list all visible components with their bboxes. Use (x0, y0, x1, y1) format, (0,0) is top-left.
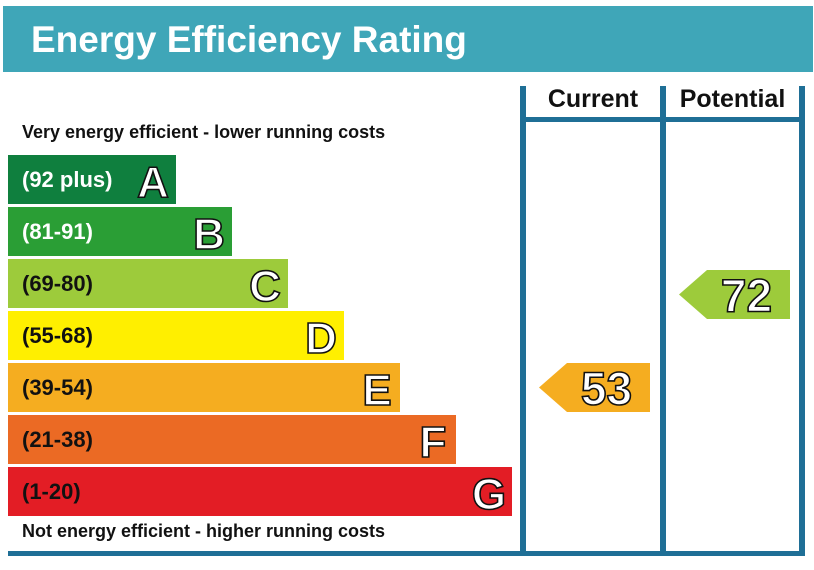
band-e-letter: E (362, 366, 391, 415)
band-a-range: (92 plus) (22, 167, 113, 192)
band-d: (55-68) D (8, 311, 344, 364)
caption-not-efficient: Not energy efficient - higher running co… (22, 521, 386, 541)
frame-bottom-line (8, 551, 805, 556)
band-f-letter: F (420, 418, 447, 467)
band-a: (92 plus) A (8, 155, 176, 208)
page-title: Energy Efficiency Rating (31, 19, 467, 60)
frame-line-left (520, 86, 526, 556)
band-g: (1-20) G (8, 467, 512, 520)
band-c-letter: C (249, 262, 281, 311)
band-d-letter: D (305, 314, 337, 363)
band-b-letter: B (193, 210, 225, 259)
frame-header-line (520, 117, 805, 122)
band-b: (81-91) B (8, 207, 232, 260)
band-c-range: (69-80) (22, 271, 93, 296)
potential-column-header: Potential (679, 85, 786, 113)
title-bar: Energy Efficiency Rating (3, 6, 813, 72)
potential-rating-shape (679, 270, 790, 319)
band-e: (39-54) E (8, 363, 400, 416)
caption-very-efficient: Very energy efficient - lower running co… (22, 122, 386, 142)
band-e-range: (39-54) (22, 375, 93, 400)
potential-rating-arrow: 72 (679, 269, 790, 322)
band-b-range: (81-91) (22, 219, 93, 244)
band-c: (69-80) C (8, 259, 288, 312)
band-f: (21-38) F (8, 415, 456, 468)
band-f-range: (21-38) (22, 427, 93, 452)
frame-line-right (799, 86, 805, 556)
band-g-letter: G (472, 470, 506, 519)
current-rating-shape (539, 363, 650, 412)
potential-rating-value: 72 (721, 270, 772, 322)
current-rating-value: 53 (581, 363, 632, 415)
band-d-range: (55-68) (22, 323, 93, 348)
band-a-letter: A (137, 158, 169, 207)
current-column-header: Current (547, 85, 639, 113)
frame-line-middle (660, 86, 666, 556)
band-g-range: (1-20) (22, 479, 81, 504)
